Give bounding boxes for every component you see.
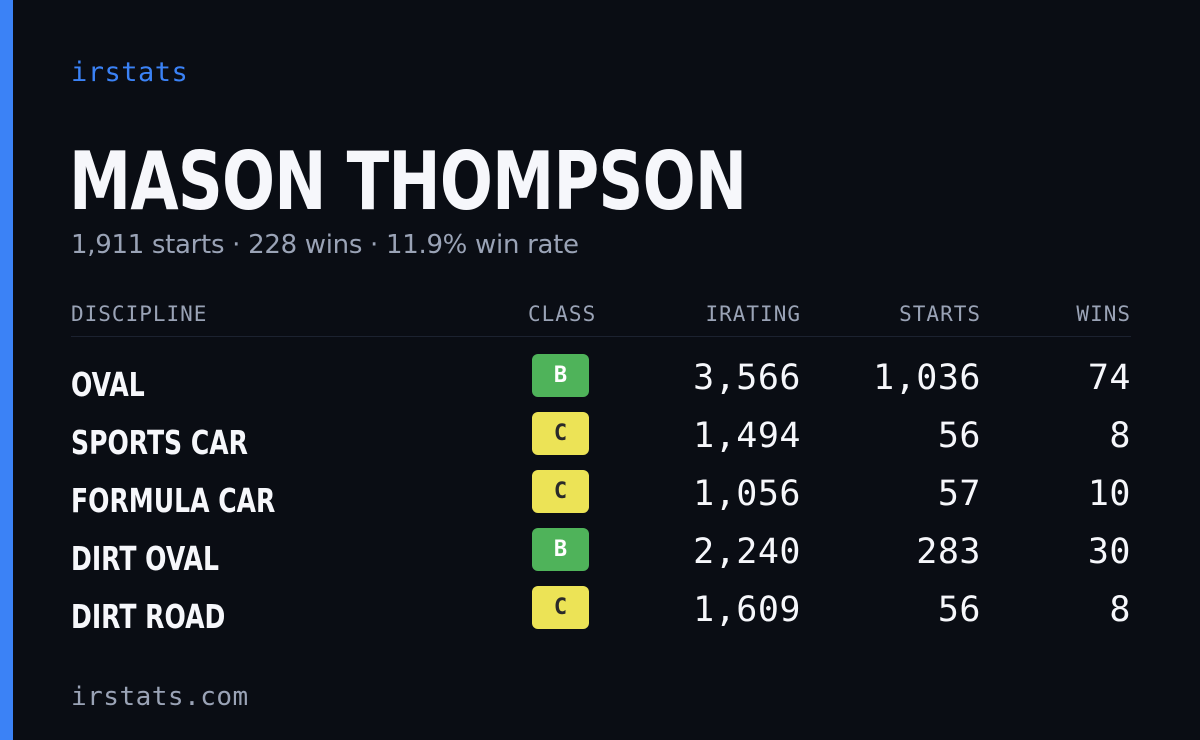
starts-value: 57 <box>937 474 981 514</box>
table-row: SPORTS CAR C 1,494 56 8 <box>71 408 1131 466</box>
brand-logo: irstats <box>71 57 189 88</box>
class-badge: C <box>532 470 589 513</box>
header-irating: IRATING <box>705 302 801 326</box>
discipline-label: SPORTS CAR <box>71 423 248 462</box>
class-badge: C <box>532 586 589 629</box>
stats-table: OVAL B 3,566 1,036 74 SPORTS CAR C 1,494… <box>71 350 1131 640</box>
irating-value: 2,240 <box>693 532 801 572</box>
starts-value: 56 <box>937 590 981 630</box>
table-row: OVAL B 3,566 1,036 74 <box>71 350 1131 408</box>
class-badge: B <box>532 354 589 397</box>
header-discipline: DISCIPLINE <box>71 302 208 326</box>
table-row: FORMULA CAR C 1,056 57 10 <box>71 466 1131 524</box>
footer-url: irstats.com <box>71 682 249 712</box>
starts-value: 1,036 <box>873 358 981 398</box>
accent-bar <box>0 0 13 740</box>
irating-value: 1,056 <box>693 474 801 514</box>
table-header: DISCIPLINE CLASS IRATING STARTS WINS <box>71 300 1131 328</box>
discipline-label: DIRT ROAD <box>71 597 226 636</box>
wins-value: 8 <box>1109 590 1131 630</box>
discipline-label: FORMULA CAR <box>71 481 276 520</box>
header-wins: WINS <box>1076 302 1131 326</box>
wins-value: 10 <box>1087 474 1131 514</box>
driver-name: MASON THOMPSON <box>69 135 747 228</box>
discipline-label: OVAL <box>71 365 145 404</box>
irating-value: 3,566 <box>693 358 801 398</box>
wins-value: 8 <box>1109 416 1131 456</box>
table-row: DIRT ROAD C 1,609 56 8 <box>71 582 1131 640</box>
wins-value: 74 <box>1087 358 1131 398</box>
header-divider <box>71 336 1131 337</box>
class-badge: B <box>532 528 589 571</box>
table-row: DIRT OVAL B 2,240 283 30 <box>71 524 1131 582</box>
starts-value: 56 <box>937 416 981 456</box>
wins-value: 30 <box>1087 532 1131 572</box>
irating-value: 1,609 <box>693 590 801 630</box>
discipline-label: DIRT OVAL <box>71 539 219 578</box>
starts-value: 283 <box>916 532 981 572</box>
header-starts: STARTS <box>899 302 981 326</box>
class-badge: C <box>532 412 589 455</box>
irating-value: 1,494 <box>693 416 801 456</box>
driver-summary: 1,911 starts · 228 wins · 11.9% win rate <box>71 230 579 260</box>
header-class: CLASS <box>528 302 597 326</box>
